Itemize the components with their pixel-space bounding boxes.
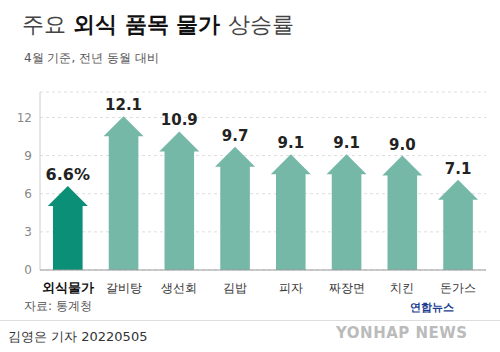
svg-text:생선회: 생선회 bbox=[161, 281, 197, 295]
svg-text:12.1: 12.1 bbox=[105, 96, 142, 114]
html-text:연합뉴스: 연합뉴스 bbox=[410, 301, 454, 314]
svg-text:10.9: 10.9 bbox=[161, 111, 198, 129]
svg-text:6: 6 bbox=[24, 187, 32, 201]
svg-text:치킨: 치킨 bbox=[390, 281, 414, 295]
svg-text:피자: 피자 bbox=[279, 281, 303, 295]
svg-text:갈비탕: 갈비탕 bbox=[106, 281, 142, 295]
svg-text:12: 12 bbox=[17, 111, 32, 125]
html-text:4월 기준, 전년 동월 대비: 4월 기준, 전년 동월 대비 bbox=[24, 51, 159, 65]
svg-text:7.1: 7.1 bbox=[445, 160, 472, 178]
svg-text:돈가스: 돈가스 bbox=[440, 281, 476, 295]
svg-text:3: 3 bbox=[24, 225, 32, 239]
svg-text:외식물가: 외식물가 bbox=[42, 280, 94, 295]
svg-text:0: 0 bbox=[24, 263, 32, 277]
svg-text:9.1: 9.1 bbox=[278, 134, 305, 152]
svg-text:9.1: 9.1 bbox=[333, 134, 360, 152]
svg-text:9.0: 9.0 bbox=[389, 136, 416, 154]
svg-text:9: 9 bbox=[24, 149, 32, 163]
svg-text:김밥: 김밥 bbox=[223, 281, 247, 295]
html-text:자료: 통계청: 자료: 통계청 bbox=[24, 299, 92, 313]
svg-text:9.7: 9.7 bbox=[222, 127, 249, 145]
svg-text:6.6%: 6.6% bbox=[46, 165, 90, 184]
html-text:주요 외식 품목 물가 상승률: 주요 외식 품목 물가 상승률 bbox=[22, 12, 294, 37]
html-text:YONHAP NEWS: YONHAP NEWS bbox=[336, 324, 468, 342]
svg-text:짜장면: 짜장면 bbox=[329, 281, 365, 295]
html-text:김영은 기자 20220505: 김영은 기자 20220505 bbox=[8, 329, 148, 344]
